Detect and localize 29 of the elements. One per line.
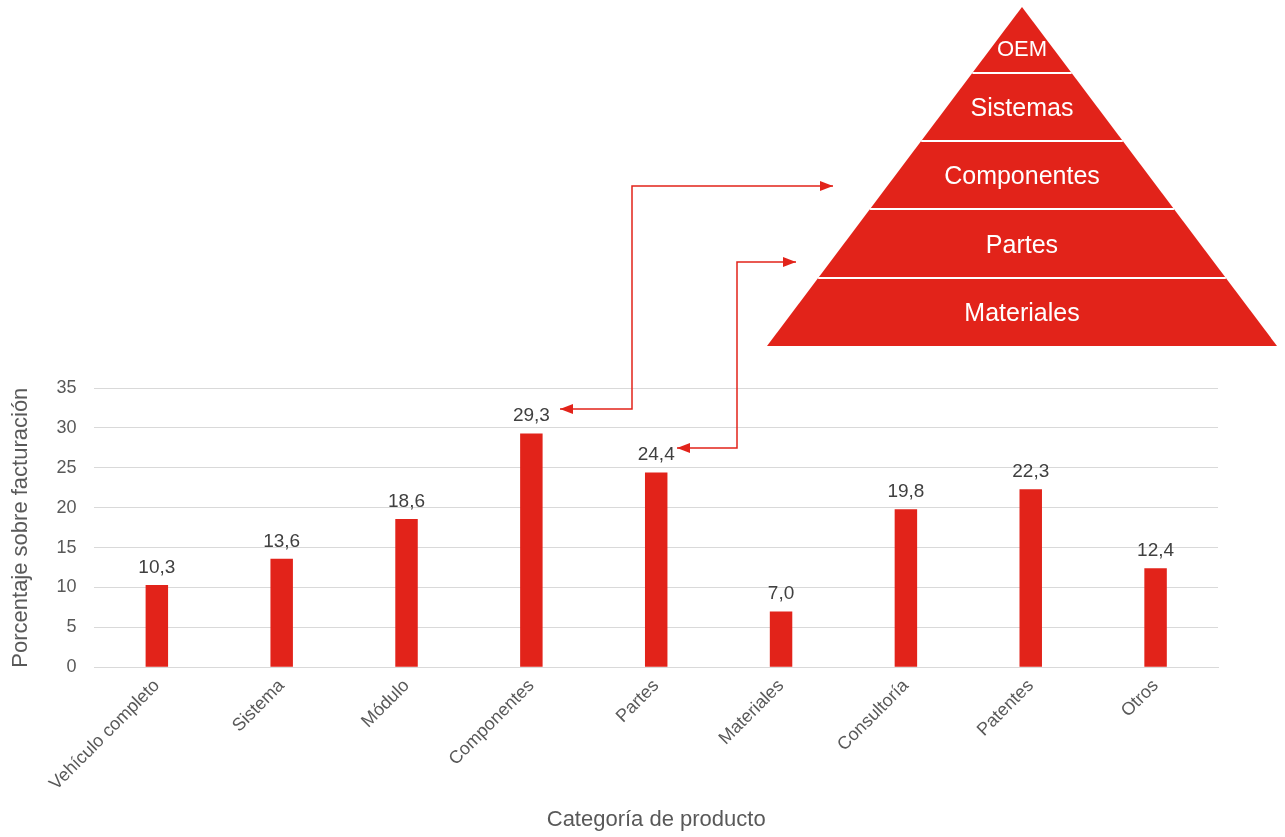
y-tick-label: 5	[66, 616, 77, 637]
data-label: 10,3	[138, 555, 176, 577]
bar	[1144, 568, 1167, 667]
data-label: 18,6	[388, 489, 426, 511]
bar	[894, 509, 918, 667]
y-tick-label: 10	[56, 576, 77, 597]
data-label: 19,8	[887, 480, 925, 502]
y-tick-label: 20	[56, 496, 77, 517]
data-label: 29,3	[512, 404, 550, 426]
data-label: 22,3	[1012, 460, 1050, 482]
y-tick-label: 35	[56, 376, 77, 397]
data-label: 7,0	[767, 582, 795, 604]
bar	[395, 518, 418, 667]
bar	[769, 611, 793, 667]
bar	[145, 585, 169, 667]
bar	[520, 433, 543, 667]
y-axis-title: Porcentaje sobre facturación	[7, 387, 33, 668]
bar	[1019, 489, 1042, 667]
pyramid-diagram: OEM Sistemas Componentes Partes Materiales	[767, 7, 1277, 346]
x-axis-title: Categoría de producto	[546, 805, 766, 831]
bar	[270, 558, 293, 667]
data-label: 13,6	[263, 529, 301, 551]
y-tick-label: 0	[66, 656, 77, 677]
y-tick-label: 25	[56, 456, 77, 477]
data-label: 12,4	[1137, 539, 1175, 561]
data-label: 24,4	[637, 443, 676, 465]
y-tick-label: 15	[56, 536, 77, 557]
bar	[644, 472, 668, 667]
y-tick-label: 30	[56, 416, 77, 437]
